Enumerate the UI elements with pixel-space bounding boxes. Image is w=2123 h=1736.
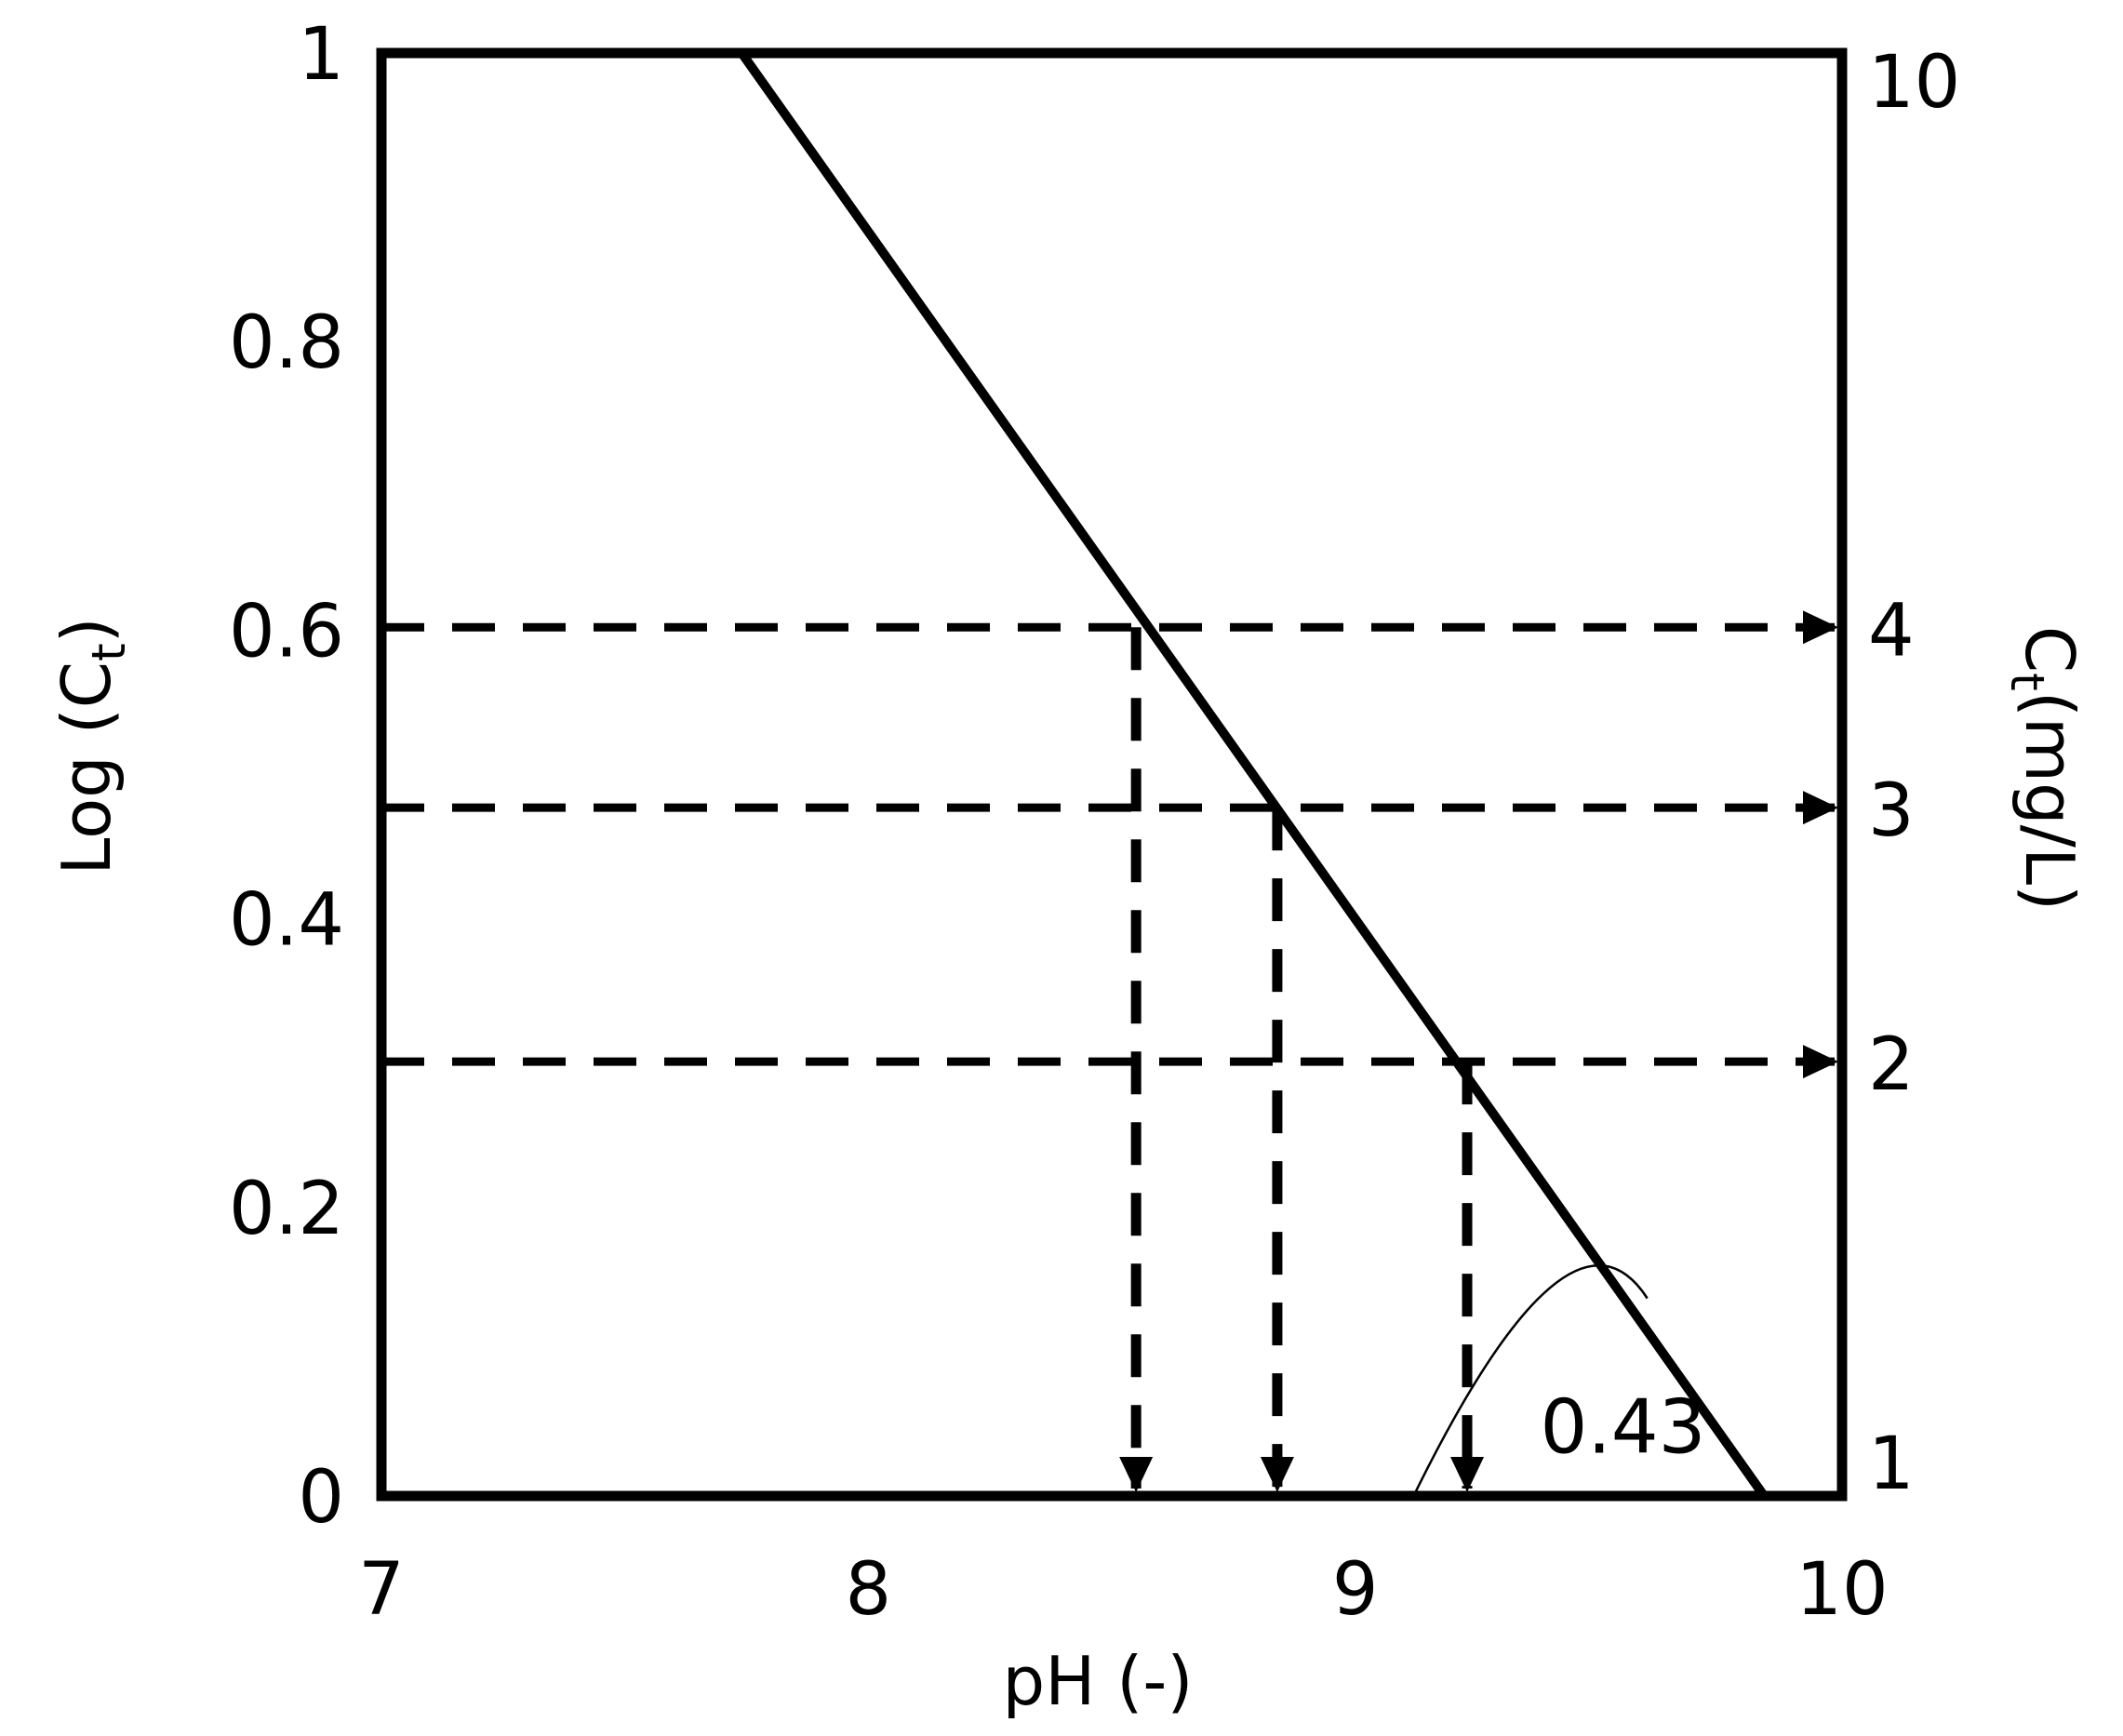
- y-tick-labels: 0 0.2 0.4 0.6 0.8 1: [229, 13, 344, 1540]
- x-tick-label: 10: [1796, 1548, 1888, 1632]
- y2-tick-label: 3: [1868, 769, 1915, 853]
- y2-axis-label: Ct(mg/L): [2000, 626, 2089, 911]
- x-tick-label: 9: [1332, 1548, 1379, 1632]
- slope-annotation-text: 0.43: [1540, 1383, 1705, 1470]
- x-axis-label: pH (-): [1003, 1642, 1194, 1720]
- slope-annotation-layer: 0.43: [1412, 1264, 1706, 1497]
- y-tick-label: 0.4: [229, 879, 344, 963]
- y2-tick-label: 10: [1868, 41, 1960, 125]
- y2-tick-label: 2: [1868, 1023, 1915, 1107]
- data-line-layer: [738, 50, 1769, 1499]
- y-tick-label: 0.6: [229, 590, 344, 674]
- x-tick-labels: 7 8 9 10: [358, 1548, 1888, 1632]
- y-tick-label: 1: [298, 13, 344, 97]
- y-axis-label: Log (Ct): [47, 617, 136, 875]
- y-tick-label: 0.2: [229, 1168, 344, 1251]
- guide-lines: [381, 610, 1838, 1492]
- y2-tick-label: 1: [1868, 1422, 1915, 1506]
- y-tick-label: 0: [298, 1456, 344, 1540]
- y-tick-label: 0.8: [229, 301, 344, 385]
- y2-tick-label: 4: [1868, 589, 1915, 673]
- x-tick-label: 8: [846, 1548, 892, 1632]
- x-tick-label: 7: [358, 1548, 405, 1632]
- plot-frame: [376, 47, 1848, 1502]
- data-line: [738, 50, 1769, 1499]
- slope-arc: [1412, 1264, 1649, 1497]
- y2-tick-labels: 10 4 3 2 1: [1868, 41, 1960, 1506]
